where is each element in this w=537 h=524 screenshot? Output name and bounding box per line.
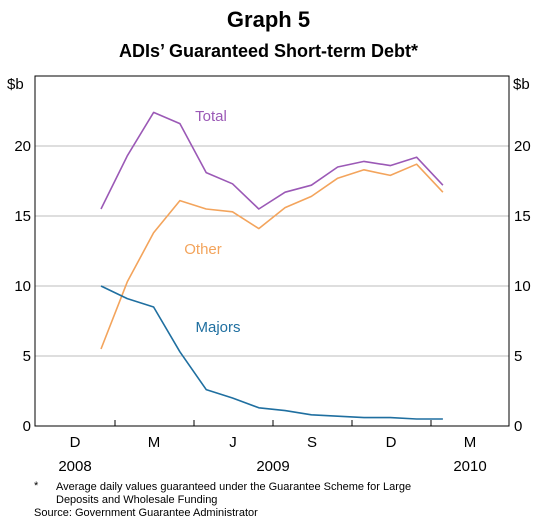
y-tick-label-left: 5 (23, 348, 31, 365)
x-ticks: D M J S D M 2008 2009 2010 (58, 420, 487, 475)
y-unit-left: $b (7, 76, 24, 93)
x-tick-label: D (70, 434, 81, 451)
x-tick-label: M (464, 434, 477, 451)
x-tick-label: D (386, 434, 397, 451)
chart-subtitle: ADIs’ Guaranteed Short-term Debt* (119, 41, 418, 61)
gridlines (35, 145, 509, 357)
y-tick-label-left: 10 (14, 278, 31, 295)
x-year-label: 2009 (256, 458, 289, 475)
y-tick-label-left: 20 (14, 138, 31, 155)
series-line-majors (100, 285, 443, 420)
y-tick-label-left: 0 (23, 418, 31, 435)
series: Total Other Majors (100, 108, 444, 420)
x-tick-label: J (229, 434, 237, 451)
plot-frame (34, 75, 510, 427)
series-label-total: Total (195, 108, 227, 125)
series-label-majors: Majors (195, 319, 240, 336)
x-tick-label: S (307, 434, 317, 451)
source-note: Source: Government Guarantee Administrat… (34, 507, 258, 519)
y-tick-label-right: 10 (514, 278, 531, 295)
footnote-line-1: Average daily values guaranteed under th… (56, 481, 411, 493)
x-year-label: 2010 (453, 458, 486, 475)
y-tick-label-right: 15 (514, 208, 531, 225)
x-year-label: 2008 (58, 458, 91, 475)
y-ticks: 0 0 5 5 10 10 15 15 20 20 (14, 138, 530, 435)
chart-title: Graph 5 (227, 7, 310, 32)
series-line-total (100, 111, 444, 210)
y-tick-label-right: 0 (514, 418, 522, 435)
series-label-other: Other (184, 241, 222, 258)
y-tick-label-left: 15 (14, 208, 31, 225)
footnote-marker: * (34, 480, 39, 492)
footnote-line-2: Deposits and Wholesale Funding (56, 494, 217, 506)
y-tick-label-right: 20 (514, 138, 531, 155)
series-line-other (100, 163, 444, 350)
y-tick-label-right: 5 (514, 348, 522, 365)
y-unit-right: $b (513, 76, 530, 93)
x-tick-label: M (148, 434, 161, 451)
